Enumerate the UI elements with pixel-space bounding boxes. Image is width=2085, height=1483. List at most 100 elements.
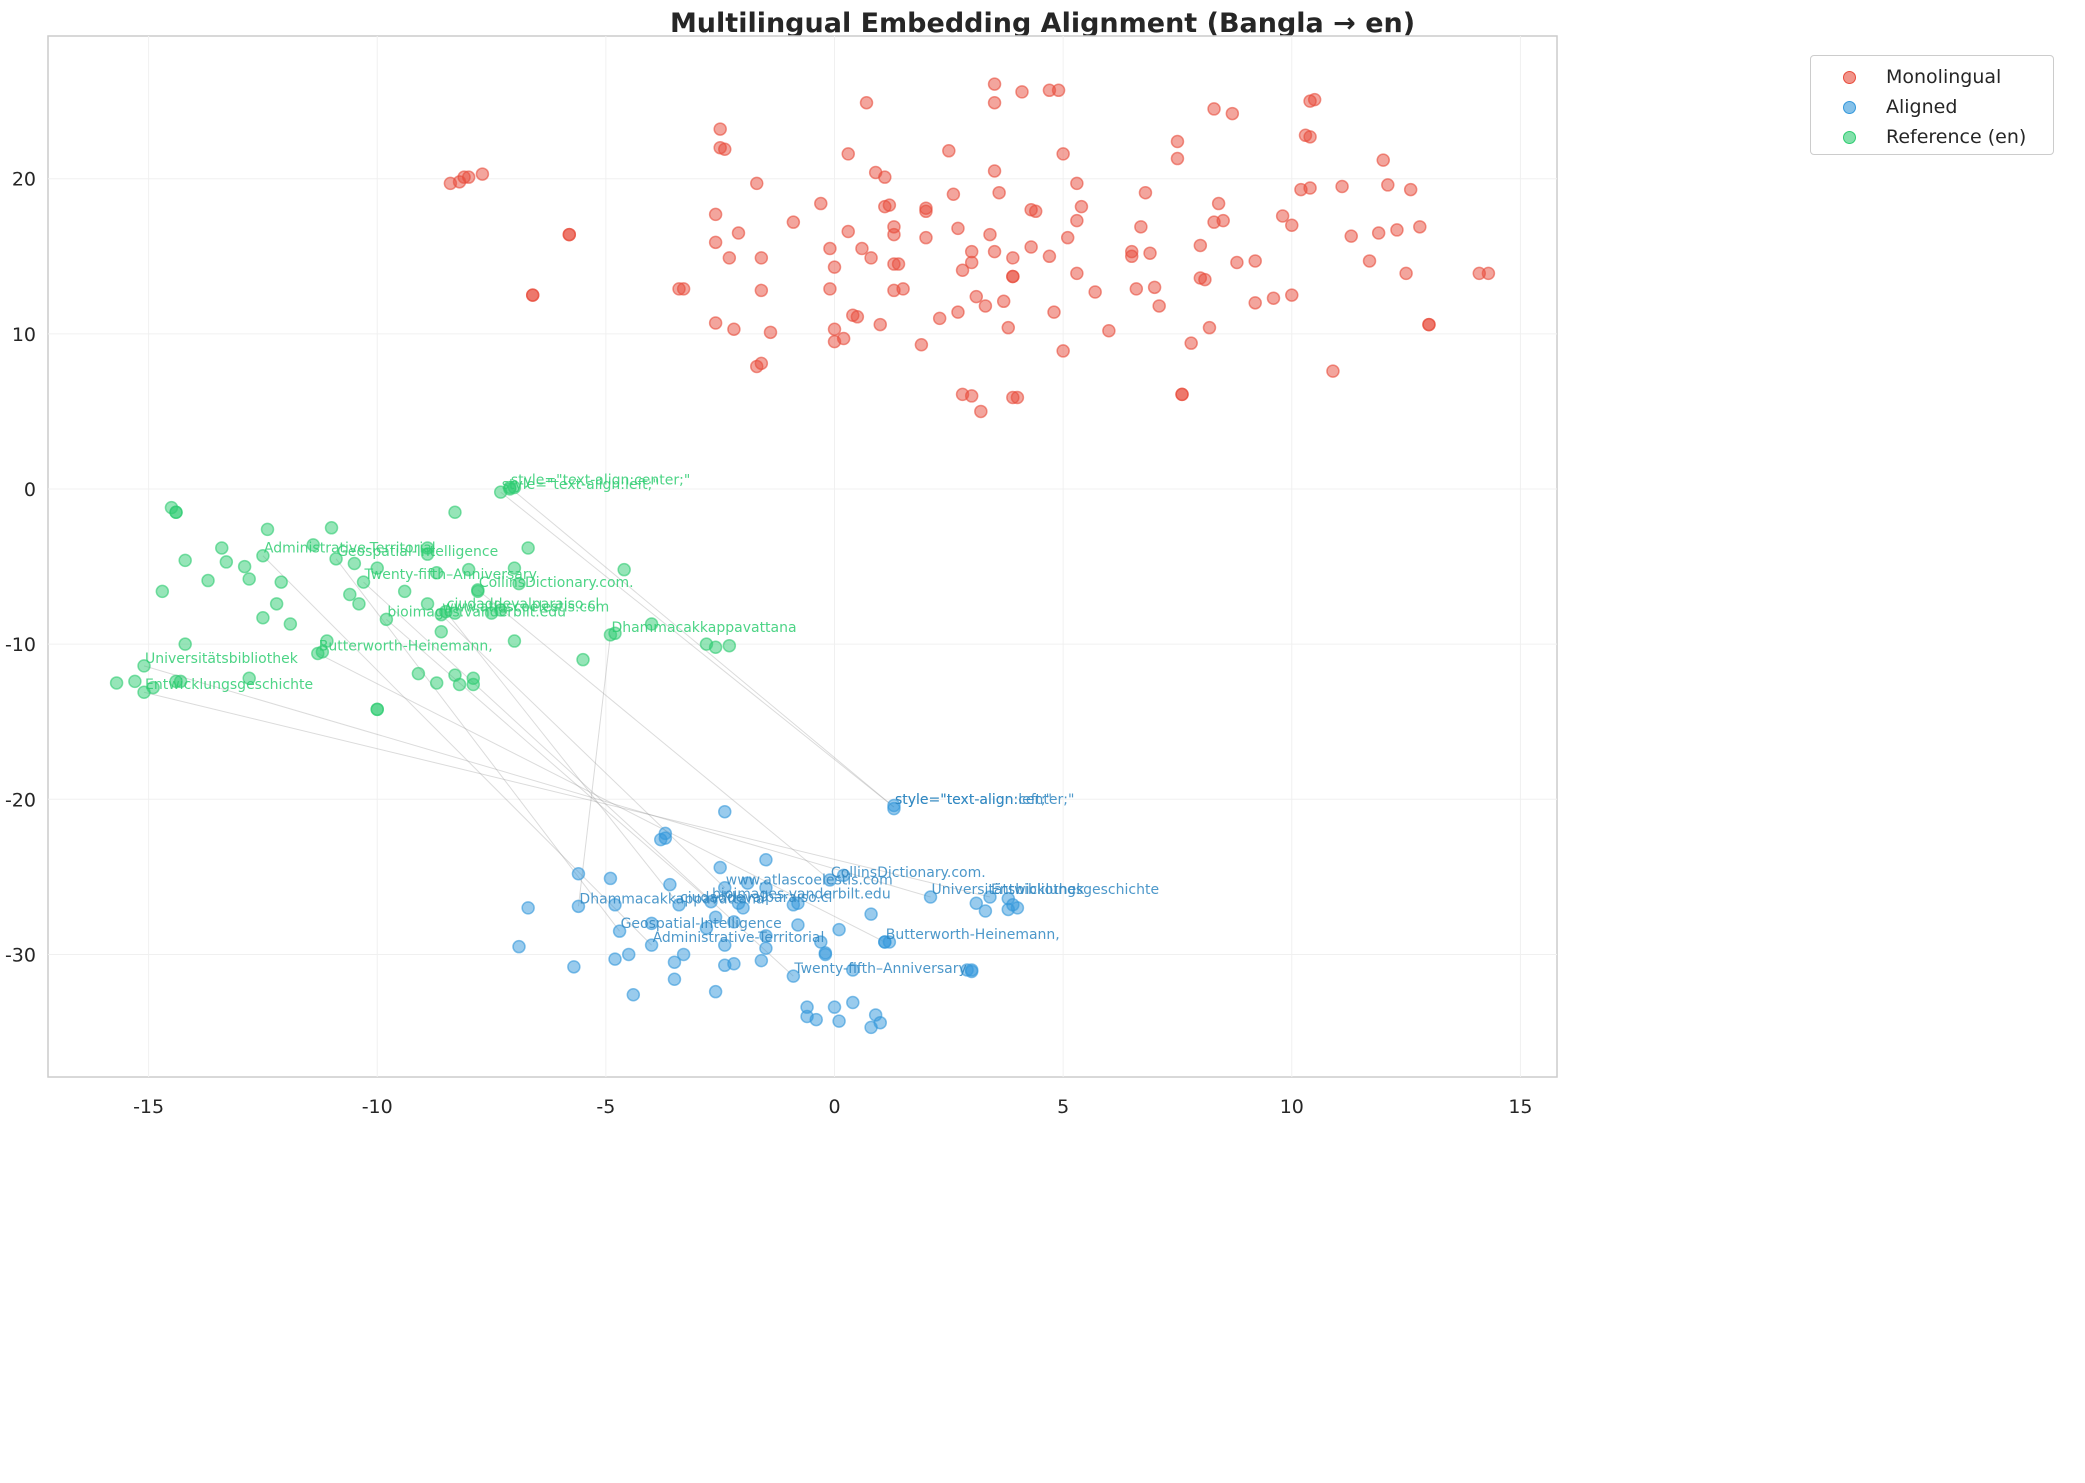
data-point [708, 984, 723, 999]
data-point [1147, 280, 1162, 295]
data-point [750, 176, 764, 191]
aligned-label: ciudaddevalparaiso.cl [680, 890, 832, 906]
reference-label: Entwicklungsgeschichte [145, 677, 313, 693]
data-point [1335, 179, 1349, 194]
data-point [1015, 85, 1029, 99]
data-point [1070, 213, 1084, 228]
data-point [974, 404, 988, 419]
data-point [827, 260, 842, 274]
aligned-label: Entwicklungsgeschichte [991, 882, 1159, 898]
data-point [823, 873, 837, 887]
data-point [946, 187, 961, 201]
data-point [1051, 83, 1066, 98]
data-point [434, 624, 449, 639]
data-point [324, 521, 339, 535]
data-point [1047, 305, 1061, 319]
data-point [329, 552, 343, 566]
data-point [256, 611, 270, 625]
data-point [992, 185, 1006, 200]
data-point [370, 561, 384, 575]
data-point [882, 935, 897, 949]
data-point [722, 638, 737, 653]
data-point [603, 871, 618, 886]
data-point [896, 282, 910, 296]
data-point [1198, 272, 1212, 287]
aligned-label: style="text-align:left;" [895, 792, 1052, 808]
data-point [448, 505, 462, 520]
data-point [1202, 320, 1217, 335]
data-point [855, 241, 869, 256]
data-point [1006, 898, 1020, 912]
data-point [1399, 266, 1413, 281]
data-point [137, 685, 151, 699]
x-tick-label: -10 [362, 1096, 393, 1118]
data-point [571, 867, 586, 881]
data-point [841, 224, 855, 239]
data-point [846, 963, 860, 977]
data-point [964, 963, 979, 977]
data-point [996, 294, 1011, 309]
data-point [576, 652, 590, 667]
legend-item-reference: Reference (en) [1821, 122, 2043, 152]
data-point [274, 575, 288, 589]
aligned-label: Twenty-fifth–Anniversary [793, 961, 966, 977]
aligned-label: CollinsDictionary.com. [831, 865, 986, 881]
data-point [567, 960, 581, 974]
data-point [713, 122, 727, 136]
data-point [987, 244, 1002, 259]
legend-item-monolingual: Monolingual [1821, 62, 2043, 92]
data-point [873, 1015, 887, 1030]
data-point [571, 899, 586, 914]
data-point [1170, 151, 1185, 166]
data-point [1376, 153, 1390, 167]
data-point [475, 167, 490, 181]
data-point [283, 617, 298, 631]
x-tick-label: -15 [133, 1096, 164, 1118]
aligned-label: Universitätsbibliothek [932, 882, 1086, 898]
data-point [411, 666, 426, 681]
data-point [429, 676, 444, 690]
data-point [1152, 299, 1166, 313]
data-point [814, 196, 828, 211]
data-point [1056, 344, 1070, 358]
reference-label: www.atlascoelestis.com [442, 600, 609, 616]
data-point [343, 587, 357, 602]
data-point [987, 95, 1002, 110]
data-point [969, 896, 984, 910]
data-point [644, 938, 659, 952]
data-point [1248, 296, 1262, 310]
data-point [173, 674, 188, 689]
data-point [932, 311, 947, 326]
data-point [1403, 182, 1418, 197]
data-point [759, 880, 773, 895]
data-point [708, 207, 723, 222]
data-point [420, 597, 435, 611]
reference-label: bioimages.vanderbilt.edu [387, 604, 566, 620]
data-point [507, 480, 522, 495]
data-point [1307, 92, 1322, 107]
data-point [740, 876, 755, 890]
data-point [1303, 130, 1317, 144]
aligned-label: www.atlascoelestis.com [726, 873, 893, 889]
data-point [754, 356, 769, 371]
legend-label: Reference (en) [1886, 126, 2027, 148]
data-point [827, 1000, 842, 1014]
reference-label: Twenty-fifth–Anniversary [364, 567, 537, 583]
data-point [525, 288, 540, 302]
data-point [356, 575, 371, 589]
data-points [109, 77, 1496, 1035]
data-point [352, 597, 366, 611]
data-point [676, 282, 691, 296]
aligned-label: bioimages.vanderbilt.edu [712, 887, 891, 903]
data-point [667, 972, 682, 987]
legend-marker-icon [1843, 70, 1856, 84]
data-point [1362, 254, 1377, 268]
data-point [347, 556, 362, 571]
x-tick-label: 5 [1057, 1096, 1069, 1118]
data-point [864, 907, 878, 921]
data-point [608, 626, 622, 641]
chart-title: Multilingual Embedding Alignment (Bangla… [669, 8, 1416, 39]
data-point [832, 1014, 846, 1028]
data-point [137, 659, 151, 673]
data-point [914, 337, 929, 352]
